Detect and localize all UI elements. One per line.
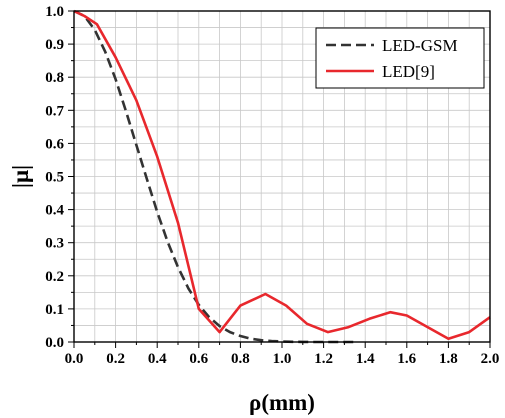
x-tick-label: 0.4 [148, 351, 167, 367]
x-axis-title: ρ(mm) [249, 390, 315, 415]
x-tick-label: 1.8 [439, 351, 458, 367]
y-tick-label: 0.6 [45, 136, 64, 152]
x-tick-label: 0.8 [231, 351, 250, 367]
legend-label-led9: LED[9] [382, 62, 435, 81]
y-tick-label: 0.1 [45, 302, 64, 318]
y-tick-label: 0.4 [45, 203, 64, 219]
y-axis-title: |μ| [8, 165, 33, 188]
y-tick-label: 0.2 [45, 269, 64, 285]
y-tick-label: 0.9 [45, 37, 64, 53]
y-tick-label: 0.8 [45, 70, 64, 86]
y-tick-label: 0.0 [45, 335, 64, 351]
legend-box [315, 27, 485, 89]
legend-label-led-gsm: LED-GSM [382, 36, 458, 55]
y-tick-label: 0.5 [45, 170, 64, 186]
x-tick-label: 0.2 [106, 351, 125, 367]
x-tick-label: 1.0 [273, 351, 292, 367]
series-line-led9 [73, 9, 491, 341]
y-tick-label: 0.7 [45, 103, 64, 119]
x-tick-label: 1.4 [356, 351, 375, 367]
tick-labels: 0.0 0.2 0.4 0.6 0.8 1.0 1.2 1.4 1.6 1.8 2.0 0.0 0.1 0… [45, 4, 499, 367]
plot-frame [73, 10, 491, 343]
x-tick-label: 1.2 [314, 351, 333, 367]
x-tick-label: 2.0 [481, 351, 500, 367]
x-tick-label: 0.6 [189, 351, 208, 367]
x-tick-label: 0.0 [65, 351, 84, 367]
legend: LED-GSM LED[9] [315, 27, 485, 89]
y-tick-label: 1.0 [45, 4, 64, 20]
x-tick-label: 1.6 [397, 351, 416, 367]
y-tick-label: 0.3 [45, 236, 64, 252]
